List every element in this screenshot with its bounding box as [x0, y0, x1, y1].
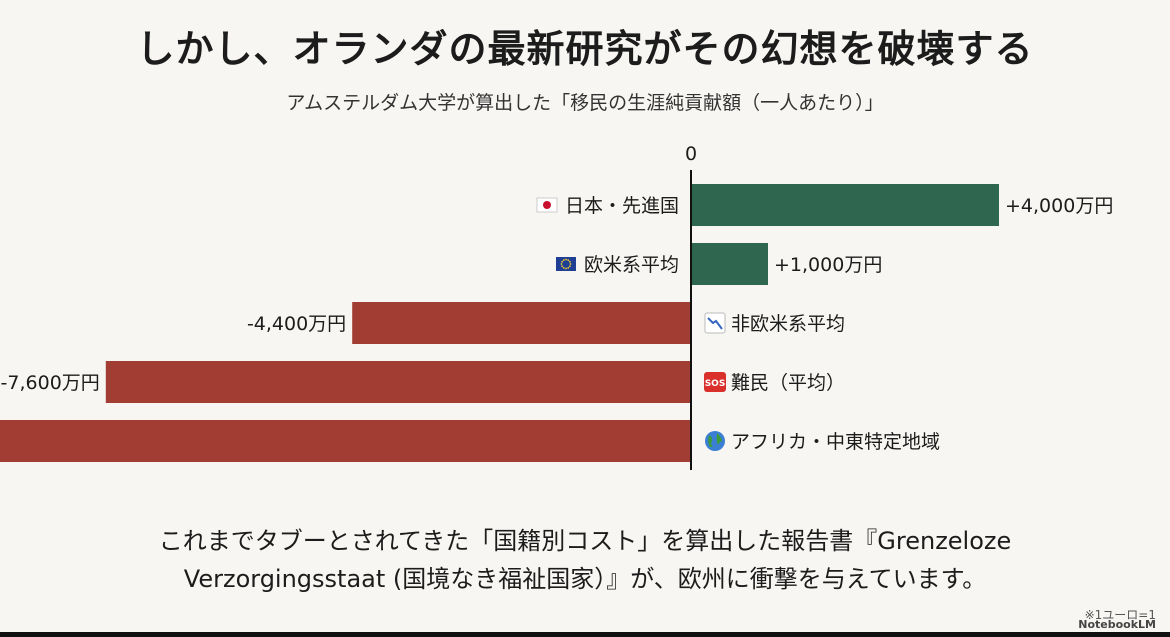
notebooklm-watermark: NotebookLM [1078, 618, 1156, 631]
value-label-2: -4,400万円 [247, 313, 346, 335]
value-label-0: +4,000万円 [1005, 195, 1113, 217]
bottom-border [0, 632, 1170, 637]
bar-0 [691, 184, 999, 226]
chart-subtitle: アムステルダム大学が算出した「移民の生涯純貢献額（一人あたり）」 [286, 92, 884, 114]
category-label-2: 非欧米系平均 [731, 313, 845, 335]
value-label-3: -7,600万円 [1, 372, 100, 394]
bar-4 [0, 420, 691, 462]
sos-icon: SOS [704, 372, 726, 392]
zero-tick-label: 0 [685, 143, 697, 165]
category-label-3: 難民（平均） [731, 372, 845, 394]
chart-decreasing-icon [704, 312, 726, 334]
eu-flag-icon [555, 257, 576, 271]
globe-icon [705, 431, 725, 451]
japan-flag-icon [536, 197, 558, 213]
body-line-2: Verzorgingsstaat (国境なき福祉国家）』が、欧州に衝撃を与えてい… [183, 565, 987, 593]
bar-3 [105, 361, 692, 403]
footnote: ※1ユーロ=1 [1084, 608, 1156, 622]
category-label-0: 日本・先進国 [565, 195, 679, 217]
category-label-1: 欧米系平均 [584, 254, 679, 276]
bar-1 [691, 243, 768, 285]
body-line-1: これまでタブーとされてきた「国籍別コスト」を算出した報告書『Grenzeloze [158, 527, 1012, 555]
slide-title: しかし、オランダの最新研究がその幻想を破壊する [136, 27, 1034, 71]
category-label-4: アフリカ・中東特定地域 [731, 431, 940, 453]
value-label-1: +1,000万円 [774, 254, 882, 276]
body-text: これまでタブーとされてきた「国籍別コスト」を算出した報告書『Grenzeloze… [0, 522, 1170, 598]
svg-text:SOS: SOS [705, 379, 726, 389]
bar-2 [352, 302, 691, 344]
